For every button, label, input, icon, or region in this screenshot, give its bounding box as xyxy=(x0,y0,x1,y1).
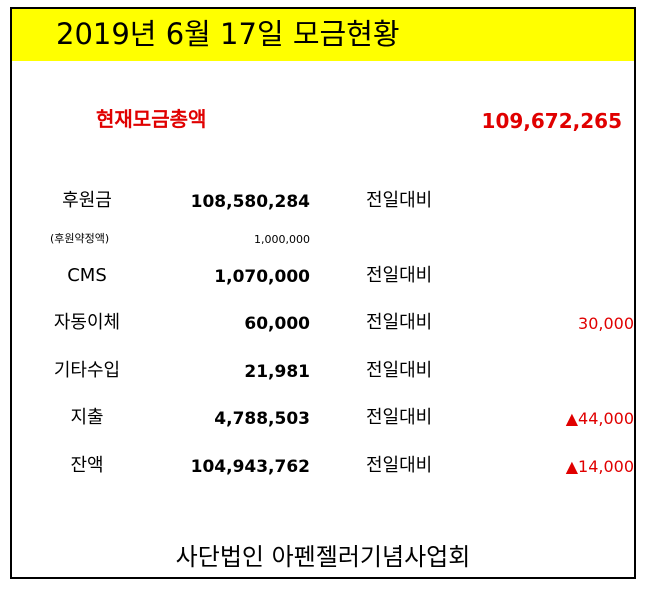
row-compare: 전일대비 xyxy=(366,407,433,428)
row-amount: 104,943,762 xyxy=(190,457,310,477)
pledge-label: (후원약정액) xyxy=(50,232,110,245)
footer: 사단법인 아펜젤러기념사업회 xyxy=(175,543,471,571)
row-compare: 전일대비 xyxy=(366,190,433,211)
row-label: 후원금 xyxy=(62,190,112,211)
total-amount: 109,672,265 xyxy=(481,109,622,133)
row-change: ▲44,000 xyxy=(565,409,634,428)
row-change: 30,000 xyxy=(578,314,634,333)
pledge-amount: 1,000,000 xyxy=(254,233,310,246)
frame: 2019년 6월 17일 모금현황 현재모금총액 109,672,265 사단법… xyxy=(10,7,636,579)
row-compare: 전일대비 xyxy=(366,455,433,476)
title: 2019년 6월 17일 모금현황 xyxy=(56,17,400,51)
row-label: 지출 xyxy=(70,407,104,428)
row-label: 잔액 xyxy=(70,455,104,476)
header-band xyxy=(12,9,634,61)
row-amount: 1,070,000 xyxy=(214,267,310,287)
row-compare: 전일대비 xyxy=(366,265,433,286)
row-compare: 전일대비 xyxy=(366,360,433,381)
row-amount: 4,788,503 xyxy=(214,409,310,429)
row-amount: 21,981 xyxy=(244,362,310,382)
row-amount: 108,580,284 xyxy=(190,192,310,212)
row-compare: 전일대비 xyxy=(366,312,433,333)
row-label: CMS xyxy=(67,265,107,286)
row-amount: 60,000 xyxy=(244,314,310,334)
row-change: ▲14,000 xyxy=(565,457,634,476)
total-label: 현재모금총액 xyxy=(96,107,207,131)
row-label: 기타수입 xyxy=(53,360,121,381)
row-label: 자동이체 xyxy=(53,312,121,333)
